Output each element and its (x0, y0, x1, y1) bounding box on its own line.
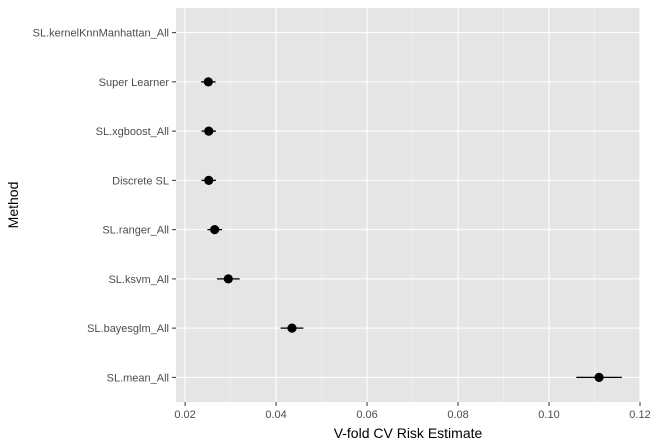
x-tick-label: 0.04 (265, 409, 286, 421)
x-tick-label: 0.12 (629, 409, 650, 421)
data-point (204, 175, 214, 185)
x-axis: 0.02 0.04 0.06 0.08 0.10 0.12 (174, 402, 650, 421)
data-point (223, 274, 233, 284)
x-axis-title: V-fold CV Risk Estimate (334, 425, 483, 441)
x-tick-label: 0.06 (356, 409, 377, 421)
data-point (203, 77, 213, 87)
grid-lines (176, 8, 641, 402)
x-tick-label: 0.02 (174, 409, 195, 421)
y-tick-label: SL.kernelKnnManhattan_All (33, 28, 169, 40)
y-tick-label: SL.ranger_All (102, 225, 169, 237)
y-axis-title: Method (5, 182, 21, 229)
data-point (204, 126, 214, 136)
data-marks (201, 77, 622, 382)
y-tick-label: Discrete SL (112, 175, 169, 187)
y-tick-label: SL.xgboost_All (96, 126, 169, 138)
data-point (210, 225, 220, 235)
y-tick-label: SL.mean_All (107, 372, 169, 384)
data-point (287, 323, 297, 333)
y-tick-label: Super Learner (99, 77, 170, 89)
plot-panel (176, 8, 640, 402)
y-axis: SL.kernelKnnManhattan_All Super Learner SL… (33, 28, 176, 384)
y-tick-label: SL.ksvm_All (108, 274, 169, 286)
x-tick-label: 0.08 (447, 409, 468, 421)
y-tick-label: SL.bayesglm_All (87, 323, 169, 335)
data-point (594, 372, 604, 382)
x-tick-label: 0.10 (538, 409, 559, 421)
